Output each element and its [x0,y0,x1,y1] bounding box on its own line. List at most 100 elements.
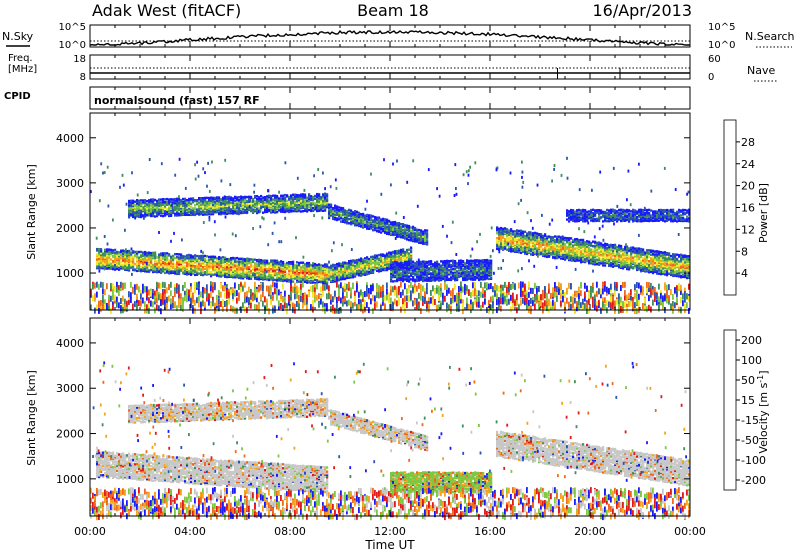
power-cell [370,258,373,261]
power-cell [280,275,283,278]
power-cell [142,210,145,213]
power-cell [538,246,541,249]
power-cell [336,268,339,271]
power-cell [244,258,247,261]
power-cell [430,265,433,268]
power-cell [562,251,565,254]
power-cell [322,282,325,285]
power-cell [176,199,179,202]
power-cell [224,270,227,273]
power-cell [376,256,379,259]
power-cell [336,262,339,266]
power-cell [266,259,269,262]
power-cell [412,263,415,266]
power-cell [162,268,165,272]
power-cell [176,203,179,206]
power-cell [154,269,157,273]
power-cell [170,255,173,258]
power-cell [290,276,293,279]
power-cell [442,260,445,263]
power-cell [274,271,277,274]
power-cell [196,208,199,211]
power-cell [362,272,365,275]
power-cell [124,255,127,258]
power-cell [412,275,415,279]
power-cell [440,260,443,263]
power-cell [218,260,221,263]
power-cell [218,199,221,202]
power-cell [228,257,231,261]
power-cell [336,266,339,270]
power-cell [262,200,265,203]
power-cell [106,262,109,265]
power-cell [108,261,111,264]
power-cell [110,266,113,269]
power-cell [308,275,311,279]
power-cell [340,271,343,274]
power-cell [256,204,259,207]
power-cell [458,269,461,272]
power-cell [150,204,153,207]
power-cell [258,261,261,265]
power-cell [306,281,309,284]
power-cell [226,270,229,273]
power-cell [464,270,467,274]
power-cell [128,267,131,270]
power-cell [292,266,295,270]
power-cell [150,212,153,215]
power-cell [238,206,241,210]
power-cell [338,271,341,274]
power-cell [538,242,541,245]
power-cell [100,266,103,269]
power-cell [218,262,221,265]
power-cell [122,258,125,261]
power-cell [218,207,221,210]
power-cell [406,266,409,269]
power-cell [384,260,387,264]
power-cell [252,210,255,213]
power-cell [240,267,243,270]
power-cell [274,196,277,199]
power-cell [260,272,263,276]
power-cell [330,208,333,212]
power-cell [238,273,241,276]
power-cell [400,225,403,229]
power-cell [212,196,215,200]
power-cell [118,256,121,259]
power-cell [364,260,367,263]
power-cell [322,275,325,278]
power-cell [224,256,227,259]
power-cell [342,263,345,266]
power-cell [136,262,139,266]
power-cell [148,205,151,209]
power-cell [108,259,111,262]
power-cell [278,277,281,281]
power-cell [520,241,523,245]
power-cell [180,209,183,213]
power-cell [310,204,313,207]
power-cell [448,277,451,281]
power-cell [576,238,579,241]
power-cell [272,261,275,264]
power-cell [292,273,295,276]
power-cell [236,272,239,275]
power-cell [254,277,257,280]
power-cell [166,263,169,267]
power-cell [110,265,113,268]
power-cell [144,256,147,259]
power-cell [284,262,287,266]
power-cell [128,202,131,205]
power-cell [362,260,365,263]
power-cell [288,265,291,268]
power-cell [146,208,149,212]
power-cell [168,260,171,263]
power-cell [222,207,225,210]
power-cell [132,206,135,209]
power-cell [370,214,373,217]
power-cell [602,248,605,252]
power-cell [370,227,373,230]
power-cell [204,196,207,200]
power-cell [136,211,139,215]
power-cell [346,267,349,270]
power-cell [246,259,249,262]
